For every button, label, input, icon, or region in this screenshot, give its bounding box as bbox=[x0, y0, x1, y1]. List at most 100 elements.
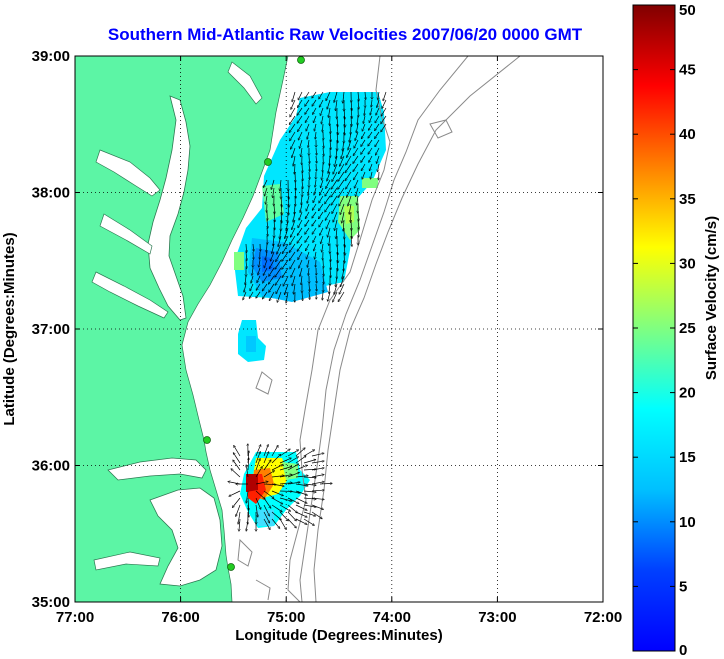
velocity-arrow bbox=[370, 107, 373, 115]
velocity-arrow bbox=[287, 497, 299, 503]
velocity-arrow bbox=[246, 243, 247, 252]
velocity-arrow bbox=[371, 99, 372, 107]
velocity-arrow bbox=[320, 227, 324, 235]
velocity-arrow bbox=[295, 504, 307, 510]
velocity-arrow bbox=[348, 139, 352, 150]
velocity-arrow bbox=[316, 147, 317, 155]
velocity-arrow bbox=[314, 123, 317, 131]
velocity-arrow bbox=[332, 171, 338, 181]
colorbar-tick-label: 0 bbox=[679, 642, 687, 659]
velocity-arrow bbox=[255, 504, 258, 517]
velocity-arrow bbox=[351, 99, 352, 110]
velocity-arrow bbox=[313, 107, 317, 114]
velocity-arrow bbox=[274, 219, 275, 230]
velocity-arrow bbox=[311, 482, 324, 485]
velocity-arrow bbox=[346, 179, 352, 189]
velocity-arrow bbox=[263, 452, 269, 464]
velocity-arrow bbox=[316, 155, 317, 163]
velocity-arrow bbox=[295, 483, 308, 486]
velocity-arrow bbox=[289, 115, 296, 124]
colorbar-tick-labels: 0 5 10 15 20 25 30 35 40 45 50 bbox=[679, 2, 696, 659]
velocity-arrow bbox=[271, 490, 283, 496]
velocity-arrow bbox=[262, 283, 268, 291]
velocity-arrow bbox=[341, 275, 345, 286]
x-tick-labels: 77:00 76:00 75:00 74:00 73:00 72:00 bbox=[56, 609, 622, 626]
velocity-arrow bbox=[305, 219, 310, 226]
velocity-arrow bbox=[354, 139, 359, 148]
velocity-arrow bbox=[281, 195, 282, 207]
velocity-arrow bbox=[287, 518, 296, 528]
x-tick-label: 75:00 bbox=[267, 609, 305, 626]
velocity-arrow bbox=[329, 283, 330, 293]
velocity-arrow bbox=[351, 107, 352, 118]
velocity-field-north bbox=[234, 92, 386, 302]
velocity-arrow bbox=[295, 511, 307, 517]
colorbar-tick-label: 35 bbox=[679, 191, 696, 208]
sound-inlet bbox=[93, 551, 161, 571]
velocity-arrow bbox=[333, 211, 338, 222]
y-tick-label: 36:00 bbox=[32, 458, 70, 475]
velocity-arrow bbox=[239, 518, 240, 531]
velocity-arrow bbox=[280, 227, 282, 239]
velocity-arrow bbox=[334, 155, 338, 166]
bay-inlet bbox=[91, 271, 169, 319]
velocity-arrow bbox=[313, 195, 317, 202]
velocity-arrow bbox=[312, 227, 317, 234]
colorbar-label: Surface Velocity (cm/s) bbox=[703, 216, 720, 380]
velocity-arrow bbox=[309, 283, 310, 291]
y-tick-label: 37:00 bbox=[32, 321, 70, 338]
velocity-arrow bbox=[263, 518, 270, 529]
velocity-arrow bbox=[279, 449, 290, 457]
velocity-arrow bbox=[375, 115, 380, 123]
velocity-arrow bbox=[279, 497, 292, 501]
colorbar-tick-label: 10 bbox=[679, 514, 696, 531]
velocity-arrow bbox=[295, 456, 306, 464]
velocity-arrow bbox=[271, 476, 284, 478]
velocity-arrow bbox=[325, 195, 331, 204]
radar-site-marker bbox=[227, 563, 235, 571]
x-axis-label: Longitude (Degrees:Minutes) bbox=[235, 627, 443, 644]
velocity-arrow bbox=[334, 283, 338, 294]
velocity-arrow bbox=[281, 203, 282, 215]
velocity-arrow bbox=[331, 195, 338, 205]
velocity-arrow bbox=[266, 195, 268, 204]
velocity-arrow bbox=[321, 179, 324, 187]
velocity-arrow bbox=[263, 497, 271, 508]
velocity-arrow bbox=[246, 518, 249, 531]
velocity-arrow bbox=[269, 267, 275, 276]
velocity-arrow bbox=[255, 445, 261, 457]
velocity-arrow bbox=[243, 291, 247, 300]
x-tick-label: 73:00 bbox=[478, 609, 516, 626]
velocity-arrow bbox=[298, 123, 303, 131]
velocity-arrow bbox=[381, 107, 387, 116]
velocity-arrow bbox=[300, 267, 303, 276]
grid-lines bbox=[75, 56, 603, 602]
velocity-arrow bbox=[303, 511, 315, 516]
velocity-arrow bbox=[362, 131, 366, 139]
velocity-arrow bbox=[357, 115, 358, 125]
velocity-arrow bbox=[323, 275, 324, 284]
velocity-arrow bbox=[298, 131, 303, 140]
velocity-arrow bbox=[319, 219, 324, 227]
velocity-arrow bbox=[338, 291, 345, 301]
velocity-arrow bbox=[305, 91, 310, 98]
velocity-arrow bbox=[279, 458, 291, 464]
velocity-arrow bbox=[312, 91, 317, 98]
velocity-arrow bbox=[303, 491, 316, 492]
velocity-arrow bbox=[294, 163, 295, 174]
velocity-arrow bbox=[282, 251, 289, 261]
velocity-arrow bbox=[320, 107, 324, 115]
x-tick-label: 77:00 bbox=[56, 609, 94, 626]
velocity-arrow bbox=[315, 131, 316, 139]
velocity-arrow bbox=[364, 107, 365, 115]
velocity-arrow bbox=[311, 468, 324, 471]
velocity-arrow bbox=[255, 482, 268, 485]
velocity-arrow bbox=[331, 179, 338, 189]
velocity-arrow bbox=[282, 259, 289, 269]
velocity-arrow bbox=[279, 483, 292, 485]
velocity-arrow bbox=[377, 155, 380, 163]
bay-inlet bbox=[99, 213, 153, 255]
velocity-arrow bbox=[275, 275, 282, 285]
velocity-arrow bbox=[292, 91, 296, 102]
velocity-arrow bbox=[287, 450, 298, 457]
